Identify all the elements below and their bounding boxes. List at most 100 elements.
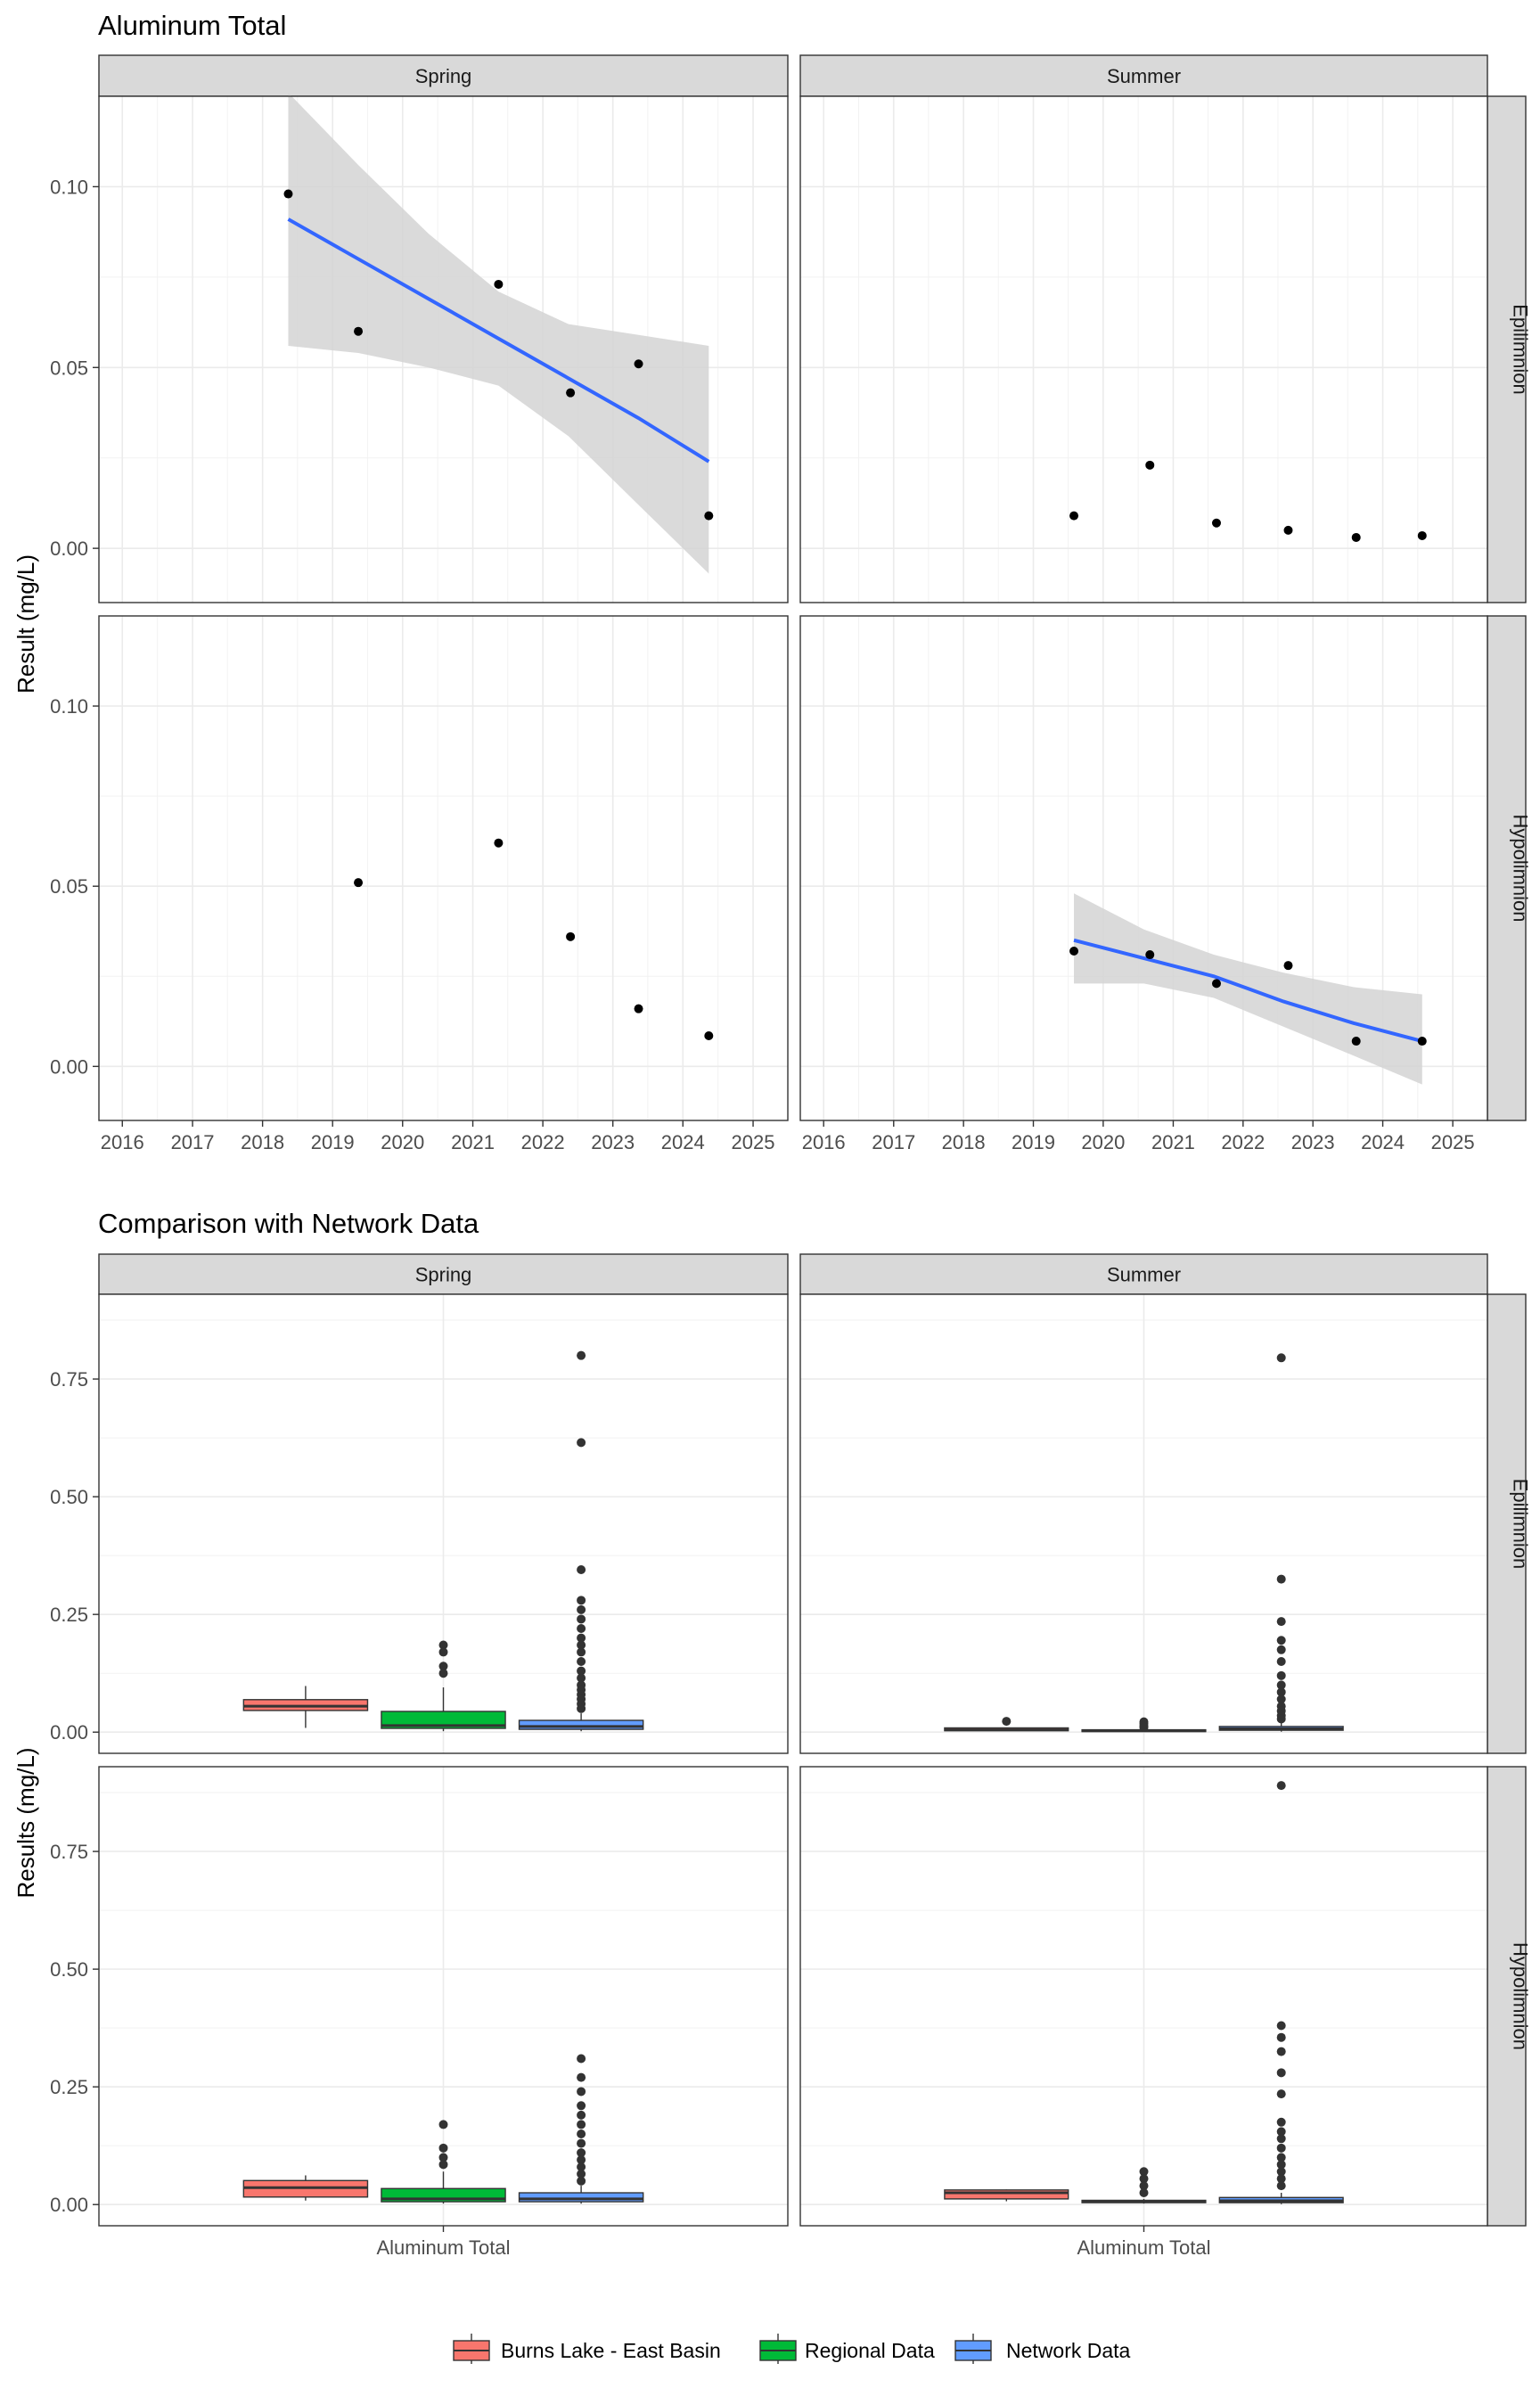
- outlier-point: [577, 1614, 586, 1624]
- outlier-point: [1276, 2047, 1286, 2056]
- outlier-point: [1276, 2127, 1286, 2137]
- box-burns-lake-east-basin: [242, 2175, 369, 2201]
- outlier-point: [438, 1669, 448, 1678]
- outlier-point: [438, 1662, 448, 1671]
- panel-border: [98, 615, 789, 1121]
- facet-strip-spring: [98, 54, 789, 97]
- y-axis-label-results: Results (mg/L): [12, 1747, 39, 1898]
- panel-border: [799, 615, 1488, 1121]
- data-point: [354, 878, 364, 888]
- data-point: [1069, 946, 1079, 956]
- chart-title-aluminum-total: Aluminum Total: [98, 10, 286, 41]
- data-point: [704, 1030, 714, 1040]
- outlier-point: [1276, 1687, 1286, 1697]
- box-regional-data: [1081, 2167, 1207, 2204]
- outlier-point: [577, 2072, 586, 2082]
- chart-title-comparison: Comparison with Network Data: [98, 1208, 479, 1239]
- outlier-point: [1276, 1645, 1286, 1654]
- data-point: [1283, 961, 1293, 971]
- data-point: [1283, 525, 1293, 535]
- data-point: [1351, 1037, 1361, 1046]
- data-point: [634, 1004, 643, 1013]
- x-tick-label: 2022: [521, 1131, 565, 1153]
- box-burns-lake-east-basin: [944, 1717, 1069, 1732]
- trend-line: [1073, 938, 1423, 1043]
- outlier-point: [577, 2087, 586, 2096]
- x-tick-label: 2024: [661, 1131, 705, 1153]
- outlier-point: [1276, 1781, 1286, 1791]
- outlier-point: [577, 2129, 586, 2138]
- facet-strip-epilimnion: [1487, 1293, 1527, 1754]
- outlier-point: [1276, 2160, 1286, 2170]
- outlier-point: [1276, 2143, 1286, 2153]
- outlier-point: [438, 2153, 448, 2162]
- outlier-point: [438, 1647, 448, 1657]
- panel-spring-hypolimnion: [98, 1766, 789, 2227]
- outlier-point: [577, 2101, 586, 2111]
- facet-label-summer: Summer: [1107, 65, 1181, 87]
- outlier-point: [577, 1624, 586, 1634]
- outlier-point: [577, 1596, 586, 1605]
- panel-border: [799, 95, 1488, 603]
- data-point: [494, 838, 504, 848]
- outlier-point: [1276, 2068, 1286, 2078]
- outlier-point: [577, 1647, 586, 1657]
- legend-label: Network Data: [1006, 2339, 1131, 2362]
- data-point: [1145, 950, 1155, 960]
- data-point: [566, 931, 576, 941]
- outlier-point: [1276, 1574, 1286, 1584]
- x-tick-label: 2017: [171, 1131, 215, 1153]
- data-point: [1145, 460, 1155, 470]
- outlier-point: [1276, 1657, 1286, 1666]
- x-tick-label: 2016: [802, 1131, 846, 1153]
- data-point: [1417, 530, 1427, 540]
- x-tick-label: 2019: [311, 1131, 355, 1153]
- outlier-point: [1276, 1636, 1286, 1645]
- box-network-data: [518, 2054, 644, 2204]
- y-tick-label: 0.05: [50, 357, 88, 379]
- box-network-data: [1218, 1353, 1344, 1732]
- outlier-point: [1276, 1680, 1286, 1690]
- x-tick-label: 2021: [451, 1131, 495, 1153]
- x-tick-label: 2021: [1151, 1131, 1195, 1153]
- trend-line: [287, 217, 710, 464]
- outlier-point: [577, 2148, 586, 2158]
- panel-border: [98, 95, 789, 603]
- outlier-point: [1139, 2188, 1149, 2198]
- facet-label-hypolimnion: Hypolimnion: [1510, 814, 1532, 922]
- data-point: [494, 279, 504, 289]
- outlier-point: [1276, 2089, 1286, 2099]
- trend-chart: Spring Summer Epilimnion Hypolimnion 0.00 0.0…: [50, 54, 1532, 1153]
- outlier-point: [577, 1673, 586, 1683]
- outlier-point: [1276, 2021, 1286, 2031]
- x-tick-label: Aluminum Total: [1077, 2236, 1211, 2259]
- box-body: [381, 1711, 506, 1729]
- facet-label-hypolimnion: Hypolimnion: [1510, 1942, 1532, 2050]
- data-point: [1417, 1037, 1427, 1046]
- x-tick-label: 2018: [942, 1131, 986, 1153]
- data-point: [1351, 532, 1361, 542]
- box-burns-lake-east-basin: [242, 1686, 369, 1728]
- panel-background: [99, 616, 788, 1120]
- facet-strip-spring: [98, 1253, 789, 1295]
- data-point: [704, 511, 714, 521]
- outlier-point: [1276, 2174, 1286, 2184]
- y-tick-label: 0.75: [50, 1368, 88, 1391]
- x-tick-label: 2023: [591, 1131, 635, 1153]
- y-tick-label: 0.05: [50, 875, 88, 898]
- box-burns-lake-east-basin: [944, 2189, 1069, 2202]
- data-point: [1211, 518, 1221, 528]
- outlier-point: [577, 2169, 586, 2179]
- facet-strip-epilimnion: [1487, 95, 1527, 603]
- y-tick-label: 0.00: [50, 1721, 88, 1744]
- x-tick-label: 2022: [1221, 1131, 1265, 1153]
- box-network-data: [1218, 1781, 1344, 2204]
- outlier-point: [577, 1633, 586, 1643]
- outlier-point: [1139, 2167, 1149, 2177]
- outlier-point: [577, 2155, 586, 2165]
- facet-strip-summer: [799, 54, 1488, 97]
- panel-summer-hypolimnion: [799, 615, 1488, 1121]
- y-tick-label: 0.50: [50, 1958, 88, 1981]
- facet-label-spring: Spring: [415, 65, 472, 87]
- x-tick-label: 2025: [732, 1131, 775, 1153]
